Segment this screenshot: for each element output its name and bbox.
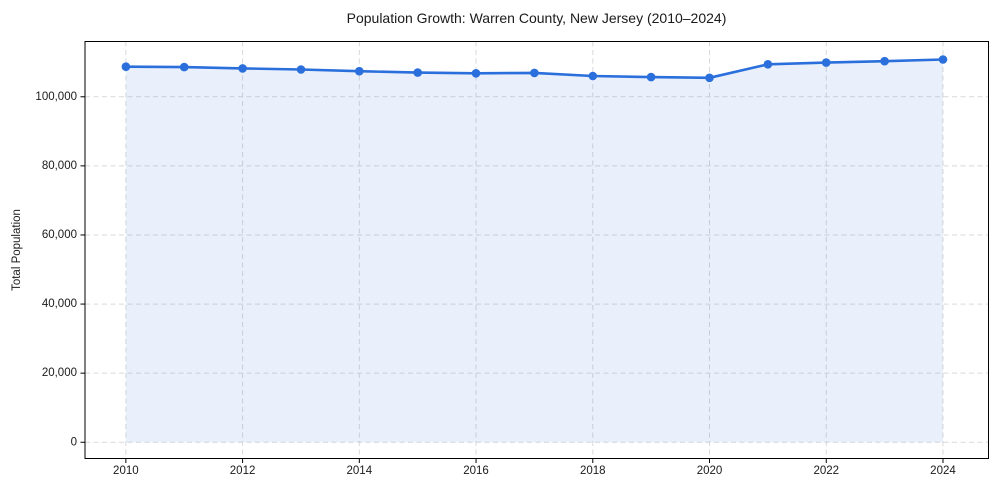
x-tick-label: 2024 — [930, 465, 956, 477]
y-axis: 0 20,000 40,000 60,000 80,000 100,000 — [35, 91, 85, 448]
x-tick-label: 2012 — [230, 465, 256, 477]
data-point-2018 — [588, 71, 598, 81]
data-point-2015 — [413, 68, 423, 77]
data-points — [121, 55, 948, 83]
x-tick-label: 2010 — [113, 465, 139, 477]
chart-title: Population Growth: Warren County, New Je… — [346, 10, 727, 26]
data-point-2014 — [355, 66, 364, 76]
data-point-2011 — [179, 62, 189, 72]
y-tick-label: 60,000 — [42, 229, 77, 241]
gridlines — [85, 41, 989, 459]
data-point-2024 — [938, 55, 948, 64]
data-point-2021 — [763, 60, 773, 69]
y-tick-label: 20,000 — [42, 367, 77, 379]
data-point-2017 — [530, 68, 539, 78]
y-tick-label: 0 — [71, 436, 77, 448]
data-point-2012 — [238, 64, 247, 73]
y-tick-label: 100,000 — [35, 91, 77, 103]
data-point-2019 — [646, 72, 656, 82]
data-point-2020 — [705, 73, 714, 83]
x-tick-label: 2014 — [347, 465, 373, 477]
y-tick-label: 40,000 — [42, 298, 77, 310]
data-point-2013 — [296, 65, 306, 74]
x-tick-label: 2020 — [697, 465, 723, 477]
x-axis: 2010 2012 2014 2016 2018 2020 2022 2024 — [113, 458, 956, 477]
plot-border — [84, 41, 989, 459]
area-fill — [125, 59, 943, 443]
data-point-2016 — [471, 69, 481, 78]
y-tick-label: 80,000 — [42, 160, 77, 172]
data-point-2022 — [821, 58, 831, 67]
data-point-2010 — [121, 62, 131, 71]
x-tick-label: 2016 — [463, 465, 489, 477]
data-point-2023 — [880, 56, 889, 66]
x-tick-label: 2018 — [580, 465, 606, 477]
x-tick-label: 2022 — [813, 465, 839, 477]
